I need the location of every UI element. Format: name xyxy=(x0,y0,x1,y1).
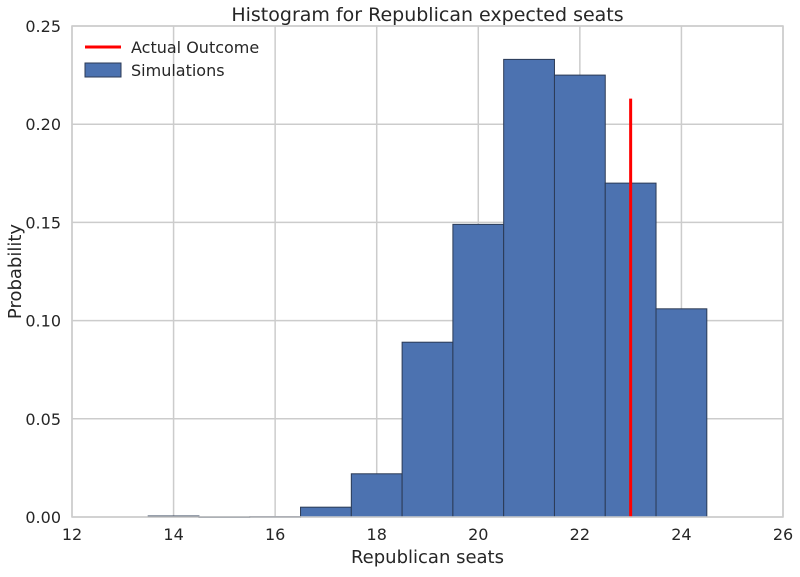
y-tick-label: 0.15 xyxy=(25,213,61,232)
x-tick-label: 26 xyxy=(773,525,793,544)
x-tick-label: 12 xyxy=(62,525,82,544)
legend-label-simulations: Simulations xyxy=(131,61,225,80)
y-axis-label: Probability xyxy=(5,224,26,319)
x-tick-label: 22 xyxy=(570,525,590,544)
chart-title: Histogram for Republican expected seats xyxy=(231,4,623,26)
histogram-bar xyxy=(655,308,708,518)
x-tick-label: 20 xyxy=(468,525,488,544)
histogram-bar xyxy=(452,223,505,518)
y-tick-label: 0.00 xyxy=(25,508,61,527)
x-tick-label: 18 xyxy=(367,525,387,544)
ticks-layer: 12 14 16 18 20 22 24 26 0.00 0.05 0.10 0.15 0.20 0.25 xyxy=(25,17,793,544)
histogram-bar xyxy=(503,58,555,518)
y-tick-label: 0.10 xyxy=(25,312,61,331)
histogram-bar xyxy=(553,74,606,518)
x-tick-label: 16 xyxy=(265,525,285,544)
plot-frame xyxy=(71,25,784,518)
x-axis-label: Republican seats xyxy=(351,547,504,568)
y-tick-label: 0.20 xyxy=(25,115,61,134)
y-tick-label: 0.25 xyxy=(25,17,61,36)
bars-layer xyxy=(147,58,708,518)
x-tick-label: 24 xyxy=(671,525,691,544)
legend: Actual Outcome Simulations xyxy=(84,38,259,80)
histogram-bar xyxy=(350,473,403,518)
histogram-bar xyxy=(401,341,454,518)
x-tick-label: 14 xyxy=(163,525,183,544)
histogram-bar xyxy=(300,506,352,518)
frame-layer xyxy=(71,25,784,518)
legend-label-actual-outcome: Actual Outcome xyxy=(131,38,259,57)
y-tick-label: 0.05 xyxy=(25,410,61,429)
legend-swatch-simulations xyxy=(84,62,122,78)
